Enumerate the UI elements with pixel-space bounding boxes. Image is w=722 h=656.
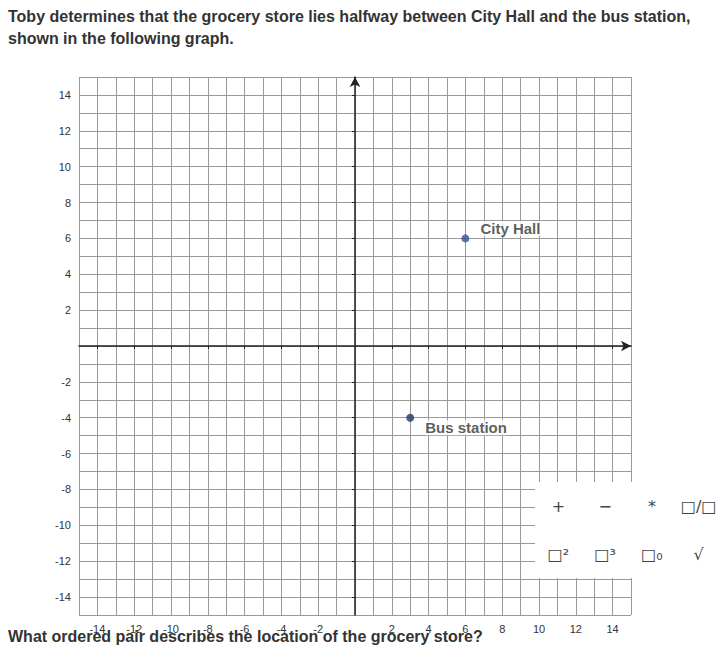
svg-text:-12: -12 (55, 555, 71, 567)
html-text:What ordered pair describes th: What ordered pair describes the location… (8, 628, 483, 645)
svg-text:10: 10 (533, 623, 545, 635)
svg-text:-6: -6 (61, 448, 71, 460)
html-text:Toby determines that the groce: Toby determines that the grocery store l… (8, 8, 691, 47)
svg-text:-10: -10 (55, 519, 71, 531)
svg-text:-2: -2 (61, 376, 71, 388)
svg-text:12: 12 (570, 623, 582, 635)
svg-text:14: 14 (59, 89, 71, 101)
svg-text:6: 6 (65, 232, 71, 244)
svg-text:10: 10 (59, 161, 71, 173)
svg-text:12: 12 (59, 125, 71, 137)
svg-text:8: 8 (65, 197, 71, 209)
svg-text:2: 2 (65, 304, 71, 316)
svg-text:Bus station: Bus station (425, 419, 507, 436)
svg-text:-14: -14 (55, 591, 71, 603)
svg-text:-4: -4 (61, 412, 71, 424)
html-text:□³: □³ (594, 544, 616, 564)
svg-text:4: 4 (65, 268, 71, 280)
svg-text:8: 8 (499, 623, 505, 635)
html-text:□²: □² (547, 544, 570, 564)
svg-text:-8: -8 (61, 483, 71, 495)
html-text:□₀: □₀ (641, 544, 663, 564)
svg-text:14: 14 (606, 623, 618, 635)
svg-text:City Hall: City Hall (480, 220, 540, 237)
